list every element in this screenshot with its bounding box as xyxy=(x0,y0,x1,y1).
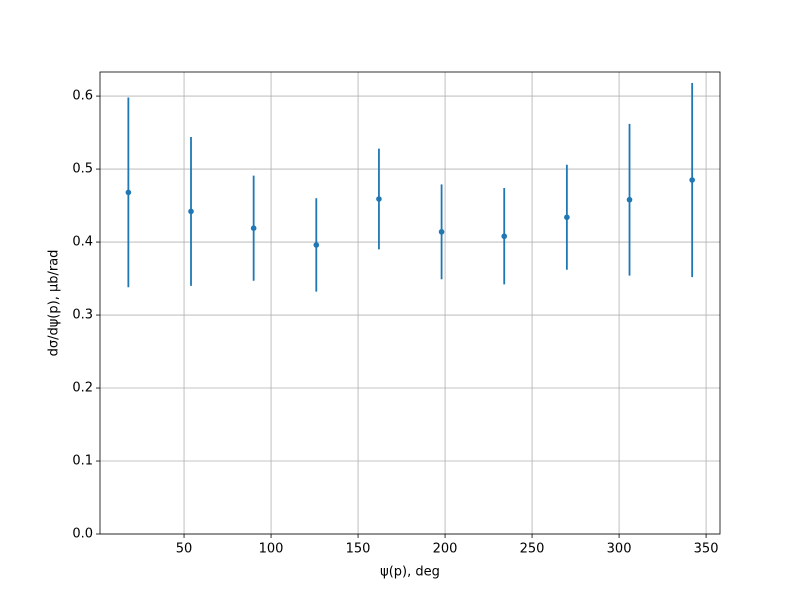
data-point xyxy=(376,196,382,202)
x-axis-label: ψ(p), deg xyxy=(380,565,440,580)
x-tick-label: 250 xyxy=(520,542,545,557)
data-point xyxy=(626,196,633,203)
x-tick-label: 200 xyxy=(433,542,458,557)
y-tick-label: 0.0 xyxy=(72,527,93,542)
x-tick-label: 50 xyxy=(176,542,193,557)
data-point xyxy=(501,233,508,240)
y-tick-label: 0.3 xyxy=(72,308,93,323)
y-tick-label: 0.2 xyxy=(72,381,93,396)
data-point xyxy=(438,229,445,235)
y-tick-label: 0.6 xyxy=(72,89,93,104)
data-point xyxy=(313,242,320,248)
plot-frame xyxy=(99,71,721,535)
y-tick-label: 0.1 xyxy=(72,454,93,469)
data-point xyxy=(188,208,194,215)
data-point xyxy=(125,189,132,196)
y-axis-label: dσ/dψ(p), μb/rad xyxy=(47,250,62,357)
data-point xyxy=(564,214,570,221)
x-tick-label: 150 xyxy=(346,542,371,557)
y-tick-label: 0.4 xyxy=(72,235,93,250)
y-tick-label: 0.5 xyxy=(72,162,93,177)
data-point xyxy=(250,225,257,231)
data-point xyxy=(689,177,695,183)
x-tick-label: 300 xyxy=(607,542,632,557)
x-tick-label: 100 xyxy=(259,542,284,557)
x-tick-label: 350 xyxy=(694,542,719,557)
